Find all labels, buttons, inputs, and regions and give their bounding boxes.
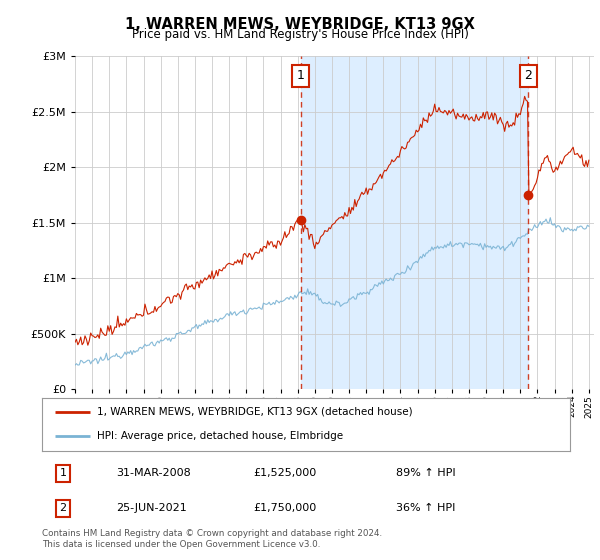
Text: 36% ↑ HPI: 36% ↑ HPI [396, 503, 455, 513]
Text: Contains HM Land Registry data © Crown copyright and database right 2024.
This d: Contains HM Land Registry data © Crown c… [42, 529, 382, 549]
Text: 25-JUN-2021: 25-JUN-2021 [116, 503, 187, 513]
Text: 1: 1 [59, 468, 67, 478]
Bar [301, 56, 529, 389]
Text: 2: 2 [59, 503, 67, 513]
Text: 2: 2 [524, 69, 532, 82]
Text: 1: 1 [296, 69, 305, 82]
Text: £1,525,000: £1,525,000 [253, 468, 316, 478]
Text: HPI: Average price, detached house, Elmbridge: HPI: Average price, detached house, Elmb… [97, 431, 344, 441]
Text: 31-MAR-2008: 31-MAR-2008 [116, 468, 191, 478]
Text: 1, WARREN MEWS, WEYBRIDGE, KT13 9GX: 1, WARREN MEWS, WEYBRIDGE, KT13 9GX [125, 17, 475, 32]
Text: £1,750,000: £1,750,000 [253, 503, 316, 513]
Text: 89% ↑ HPI: 89% ↑ HPI [396, 468, 455, 478]
Text: 1, WARREN MEWS, WEYBRIDGE, KT13 9GX (detached house): 1, WARREN MEWS, WEYBRIDGE, KT13 9GX (det… [97, 407, 413, 417]
Text: Price paid vs. HM Land Registry's House Price Index (HPI): Price paid vs. HM Land Registry's House … [131, 28, 469, 41]
